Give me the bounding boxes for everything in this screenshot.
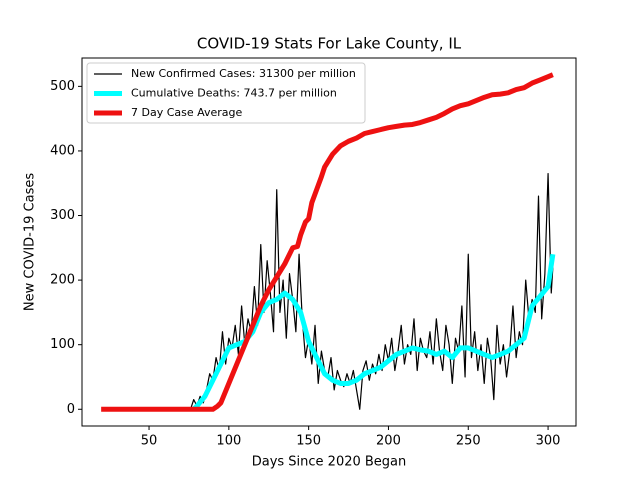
x-tick-label: 250 <box>456 434 481 449</box>
y-tick-label: 0 <box>67 402 75 417</box>
x-tick-label: 50 <box>141 434 158 449</box>
chart-title: COVID-19 Stats For Lake County, IL <box>197 35 462 53</box>
x-axis-label: Days Since 2020 Began <box>252 455 407 470</box>
x-tick-label: 200 <box>376 434 401 449</box>
plot-frame <box>81 57 577 427</box>
y-tick-label: 200 <box>50 273 75 288</box>
series-line <box>101 72 554 412</box>
legend-box <box>86 62 366 124</box>
legend-label: 7 Day Case Average <box>131 106 243 119</box>
y-tick-label: 100 <box>50 337 75 352</box>
x-tick-label: 100 <box>216 434 241 449</box>
x-tick-label: 150 <box>296 434 321 449</box>
y-tick-label: 300 <box>50 208 75 223</box>
y-tick-label: 400 <box>50 143 75 158</box>
y-tick-label: 500 <box>50 79 75 94</box>
x-tick-label: 300 <box>536 434 561 449</box>
y-axis-label: New COVID-19 Cases <box>23 173 38 311</box>
legend-label: Cumulative Deaths: 743.7 per million <box>131 87 337 100</box>
legend: New Confirmed Cases: 31300 per million Cu… <box>86 62 366 124</box>
legend-label: New Confirmed Cases: 31300 per million <box>131 67 356 80</box>
